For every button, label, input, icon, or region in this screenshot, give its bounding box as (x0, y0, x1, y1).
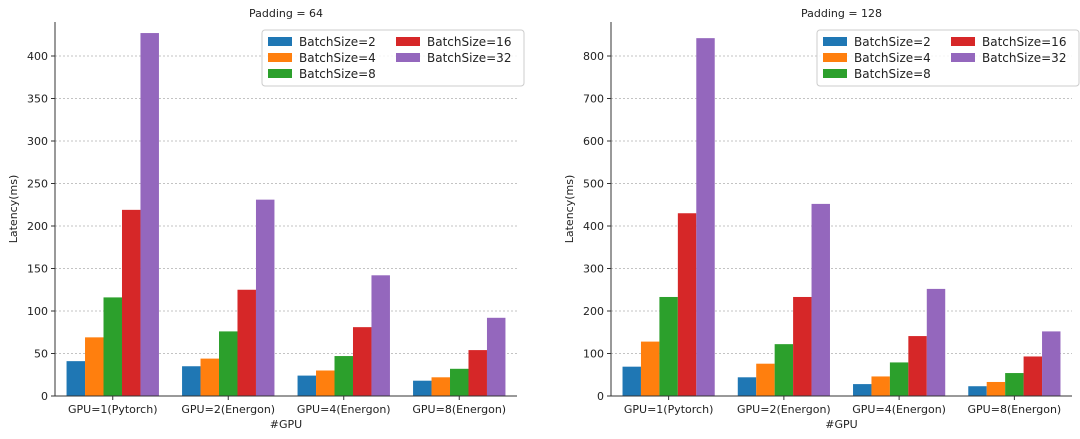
chart2-bar-batchsize-4-4 (986, 381, 1006, 396)
chart2-y-tick-label: 600 (583, 135, 604, 148)
chart1-x-tick-label: GPU=1(Pytorch) (68, 403, 158, 416)
chart2-bar-batchsize-2-2 (737, 377, 757, 396)
chart2-bar-batchsize-4-2 (756, 363, 775, 396)
chart2-y-tick-label: 0 (597, 390, 604, 403)
chart1-legend-swatch-4 (396, 37, 420, 46)
chart1-bar-batchsize-4-3 (316, 370, 335, 396)
chart2-bar-batchsize-4-3 (871, 376, 890, 396)
chart1-legend-swatch-3 (268, 69, 292, 78)
chart2-y-tick-label: 400 (583, 220, 604, 233)
chart2-bar-batchsize-32-1 (696, 38, 715, 397)
chart1-y-tick-label: 250 (27, 178, 48, 191)
chart2-bar-batchsize-16-4 (1023, 356, 1043, 396)
chart1-y-tick-label: 50 (34, 348, 48, 361)
chart1-legend-label-5: BatchSize=32 (427, 51, 511, 65)
chart2-y-tick-label: 500 (583, 178, 604, 191)
chart2-legend-label-4: BatchSize=16 (982, 35, 1066, 49)
chart2-legend-swatch-1 (823, 37, 847, 46)
chart1-x-tick-label: GPU=4(Energon) (297, 403, 391, 416)
chart1-bar-batchsize-32-1 (140, 33, 159, 397)
chart2-y-tick-label: 300 (583, 263, 604, 276)
chart2-bar-batchsize-16-2 (793, 296, 812, 396)
chart2-legend-swatch-3 (823, 69, 847, 78)
chart1-y-tick-label: 150 (27, 263, 48, 276)
chart1-bar-batchsize-16-1 (121, 209, 141, 396)
chart2-y-axis-label: Latency(ms) (563, 175, 576, 244)
chart1-bar-batchsize-32-3 (371, 275, 390, 396)
chart2-legend-label-3: BatchSize=8 (854, 67, 931, 81)
chart1-bar-batchsize-8-1 (103, 297, 122, 396)
chart2-legend-box (816, 29, 1080, 87)
chart2-x-axis-label: #GPU (825, 418, 857, 431)
chart2-x-tick-label: GPU=1(Pytorch) (624, 403, 714, 416)
chart2-bar-batchsize-4-1 (640, 341, 660, 396)
chart1-title: Padding = 64 (249, 7, 323, 20)
chart2-legend-label-1: BatchSize=2 (854, 35, 931, 49)
chart1-bar-batchsize-2-4 (413, 380, 432, 396)
chart2-bar-batchsize-32-3 (926, 288, 946, 396)
chart2-x-tick-label: GPU=4(Energon) (852, 403, 946, 416)
chart1-bar-batchsize-4-1 (85, 337, 104, 396)
chart1-bar-batchsize-2-3 (297, 375, 317, 396)
chart1-y-tick-label: 0 (41, 390, 48, 403)
chart2-legend-swatch-5 (951, 53, 975, 62)
chart1-y-tick-label: 200 (27, 220, 48, 233)
chart1-legend-swatch-1 (268, 37, 292, 46)
chart1-legend-label-4: BatchSize=16 (427, 35, 511, 49)
chart2-bar-batchsize-8-1 (659, 296, 678, 396)
chart1-y-tick-label: 400 (27, 50, 48, 63)
chart1-bar-batchsize-16-2 (237, 289, 256, 396)
chart2-y-tick-label: 200 (583, 305, 604, 318)
chart1-legend-label-2: BatchSize=4 (299, 51, 376, 65)
chart2-bar-batchsize-16-3 (908, 336, 927, 396)
chart2-legend-swatch-2 (823, 53, 847, 62)
chart2-bar-batchsize-2-1 (622, 366, 641, 396)
chart1-y-axis-label: Latency(ms) (7, 175, 20, 244)
chart2-bar-batchsize-32-2 (811, 203, 830, 396)
chart1-bar-batchsize-16-3 (352, 327, 372, 396)
chart1-bar-batchsize-4-2 (200, 358, 220, 396)
chart1-legend-swatch-5 (396, 53, 420, 62)
chart1-y-tick-label: 350 (27, 93, 48, 106)
chart2-bar-batchsize-2-4 (968, 386, 987, 396)
chart1-bar-batchsize-8-4 (450, 368, 469, 396)
chart2-bar-batchsize-32-4 (1042, 331, 1061, 396)
chart2-legend-label-5: BatchSize=32 (982, 51, 1066, 65)
chart1-bar-batchsize-32-2 (255, 199, 275, 396)
chart2-legend-label-2: BatchSize=4 (854, 51, 931, 65)
chart1-y-tick-label: 100 (27, 305, 48, 318)
chart2-title: Padding = 128 (801, 7, 882, 20)
chart1-legend-label-3: BatchSize=8 (299, 67, 376, 81)
chart2-bar-batchsize-8-4 (1005, 373, 1024, 396)
chart1-x-axis-label: #GPU (270, 418, 302, 431)
chart1-bar-batchsize-16-4 (468, 350, 487, 396)
chart1-x-tick-label: GPU=8(Energon) (412, 403, 506, 416)
chart1-legend-label-1: BatchSize=2 (299, 35, 376, 49)
chart1-bar-batchsize-32-4 (486, 317, 506, 396)
chart2-y-tick-label: 700 (583, 93, 604, 106)
chart1-x-tick-label: GPU=2(Energon) (181, 403, 275, 416)
chart2-legend-swatch-4 (951, 37, 975, 46)
chart2-x-tick-label: GPU=8(Energon) (968, 403, 1062, 416)
chart2-bar-batchsize-2-3 (853, 384, 872, 396)
chart2-bar-batchsize-8-2 (774, 344, 794, 396)
chart2-bar-batchsize-16-1 (677, 213, 697, 396)
chart1-bar-batchsize-2-1 (66, 361, 86, 396)
chart1-y-tick-label: 300 (27, 135, 48, 148)
chart1-bar-batchsize-2-2 (182, 366, 201, 396)
chart2-bar-batchsize-8-3 (889, 362, 909, 396)
chart2-y-tick-label: 100 (583, 348, 604, 361)
chart1-bar-batchsize-8-3 (334, 356, 353, 396)
chart2-y-tick-label: 800 (583, 50, 604, 63)
chart1-bar-batchsize-4-4 (431, 377, 451, 396)
chart1-bar-batchsize-8-2 (219, 331, 238, 396)
chart1-legend-swatch-2 (268, 53, 292, 62)
chart2-x-tick-label: GPU=2(Energon) (737, 403, 831, 416)
chart1-legend-box (261, 29, 525, 87)
